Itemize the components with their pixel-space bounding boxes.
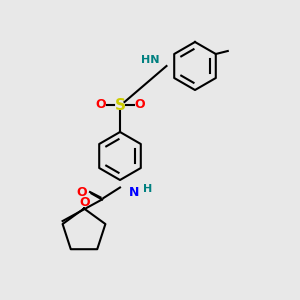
Text: O: O [80,196,90,208]
Text: H: H [142,184,152,194]
Text: N: N [129,186,140,199]
Text: O: O [76,185,87,199]
Text: O: O [95,98,106,112]
Text: HN: HN [140,55,159,65]
Text: S: S [115,98,125,112]
Text: O: O [134,98,145,112]
